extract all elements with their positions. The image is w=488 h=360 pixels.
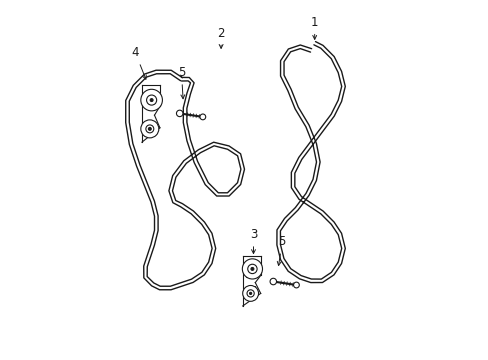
Circle shape [148,127,151,130]
Circle shape [146,95,156,105]
Text: 2: 2 [217,27,224,48]
Text: 4: 4 [131,46,146,79]
Circle shape [242,285,258,301]
Circle shape [150,99,153,102]
Circle shape [249,292,251,294]
Circle shape [247,264,257,274]
Circle shape [145,125,153,133]
Circle shape [246,290,254,297]
Circle shape [269,278,276,285]
Circle shape [141,89,162,111]
Text: 3: 3 [249,228,257,253]
Circle shape [176,110,183,117]
Circle shape [141,120,159,138]
Text: 5: 5 [277,235,285,265]
Circle shape [250,267,253,270]
Circle shape [293,282,299,288]
Text: 5: 5 [178,66,185,99]
Circle shape [200,114,205,120]
Circle shape [242,259,262,279]
Text: 1: 1 [310,16,318,39]
